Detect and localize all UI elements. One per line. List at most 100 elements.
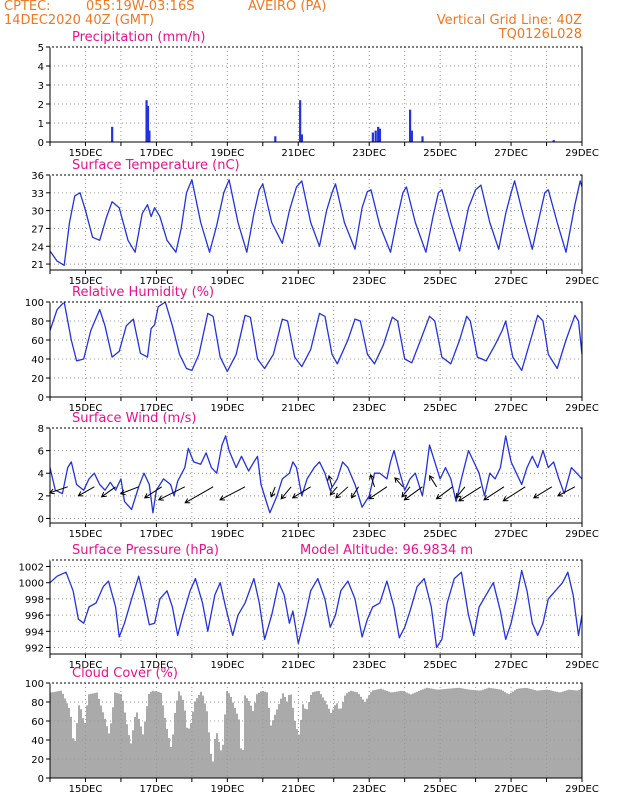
cloud-bar: [110, 723, 112, 778]
x-tick-label: 27DEC: [494, 784, 528, 795]
cloud-bar: [336, 703, 338, 778]
cloud-bar: [574, 690, 576, 778]
x-tick-label: 19DEC: [210, 148, 244, 159]
panel-title: Surface Wind (m/s): [72, 411, 196, 426]
y-tick-label: 0: [38, 774, 44, 785]
x-tick-label: 23DEC: [352, 148, 386, 159]
cloud-bar: [554, 691, 556, 778]
cloud-bar: [522, 688, 524, 778]
cloud-bar: [484, 689, 486, 778]
cloud-bar: [214, 738, 216, 778]
cloud-bar: [56, 691, 58, 778]
x-tick-label: 17DEC: [140, 276, 174, 287]
precip-bar: [148, 130, 151, 142]
cloud-bar: [488, 687, 490, 778]
cloud-bar: [428, 688, 430, 778]
cloud-bar: [408, 693, 410, 778]
y-tick-label: 2: [38, 100, 44, 111]
y-tick-label: 33: [31, 189, 44, 200]
y-tick-label: 100: [25, 298, 44, 309]
cloud-bar: [96, 692, 98, 778]
cloud-bar: [120, 694, 122, 778]
cloud-bar: [60, 690, 62, 778]
wind-arrow: [502, 486, 526, 502]
cloud-bar: [578, 689, 580, 778]
cloud-bar: [542, 690, 544, 778]
wind-arrow: [329, 486, 338, 496]
cloud-bar: [482, 689, 484, 778]
y-tick-label: 994: [25, 627, 44, 638]
cloud-bar: [382, 689, 384, 778]
x-tick-label: 23DEC: [352, 529, 386, 540]
cloud-bar: [384, 690, 386, 778]
cloud-bar: [420, 690, 422, 778]
x-tick-label: 17DEC: [140, 148, 174, 159]
cloud-bar: [546, 689, 548, 778]
cloud-bar: [212, 761, 214, 778]
wind-arrow: [368, 486, 388, 500]
cloud-bar: [332, 709, 334, 778]
x-tick-label: 19DEC: [210, 276, 244, 287]
x-tick-label: 29DEC: [565, 148, 599, 159]
x-tick-label: 29DEC: [565, 660, 599, 671]
x-tick-label: 15DEC: [69, 276, 103, 287]
cloud-bar: [186, 727, 188, 778]
wind-arrow: [455, 486, 466, 499]
cloud-bar: [324, 700, 326, 778]
wind-arrow: [429, 474, 438, 488]
cloud-bar: [76, 723, 78, 778]
y-tick-label: 80: [31, 698, 44, 709]
cloud-bar: [548, 689, 550, 778]
cloud-bar: [388, 691, 390, 778]
cloud-bar: [170, 746, 172, 778]
cloud-bar: [184, 710, 186, 778]
x-tick-label: 27DEC: [494, 403, 528, 414]
cloud-bar: [356, 692, 358, 778]
cloud-bar: [552, 690, 554, 778]
x-tick-label: 23DEC: [352, 660, 386, 671]
cloud-bar: [292, 707, 294, 778]
cloud-bar: [180, 695, 182, 778]
wind-arrow: [77, 486, 95, 497]
cloud-bar: [526, 687, 528, 778]
cloud-bar: [128, 735, 130, 778]
wind-arrow: [143, 486, 162, 499]
cloud-bar: [190, 723, 192, 778]
cloud-bar: [80, 709, 82, 778]
wind-arrow: [435, 486, 453, 500]
cloud-bar: [236, 713, 238, 778]
cloud-bar: [64, 698, 66, 778]
cloud-bar: [446, 688, 448, 778]
cloud-bar: [274, 714, 276, 778]
panel-frame: [49, 427, 583, 524]
cloud-bar: [406, 692, 408, 778]
cloud-bar: [156, 691, 158, 778]
cloud-bar: [318, 690, 320, 778]
cloud-bar: [168, 737, 170, 778]
cloud-bar: [450, 688, 452, 778]
x-tick-label: 17DEC: [140, 529, 174, 540]
cloud-bar: [442, 689, 444, 778]
x-tick-label: 23DEC: [352, 784, 386, 795]
cloud-bar: [398, 691, 400, 778]
cloud-bar: [434, 689, 436, 778]
cloud-bar: [322, 697, 324, 778]
cloud-bar: [188, 728, 190, 778]
cloud-bar: [560, 692, 562, 778]
y-tick-label: 992: [25, 644, 44, 655]
cloud-bar: [314, 691, 316, 778]
cloud-bar: [290, 694, 292, 778]
y-tick-label: 100: [25, 679, 44, 690]
precip-bar: [378, 128, 382, 142]
x-tick-label: 21DEC: [281, 784, 315, 795]
cloud-bar: [218, 741, 220, 778]
cloud-bar: [396, 691, 398, 778]
cloud-bar: [202, 695, 204, 778]
wind-arrow: [557, 486, 576, 497]
cloud-bar: [532, 689, 534, 778]
cloud-bar: [380, 688, 382, 778]
cloud-bar: [144, 721, 146, 778]
x-tick-label: 15DEC: [69, 148, 103, 159]
y-tick-label: 0: [38, 514, 44, 525]
cloud-bar: [386, 690, 388, 778]
